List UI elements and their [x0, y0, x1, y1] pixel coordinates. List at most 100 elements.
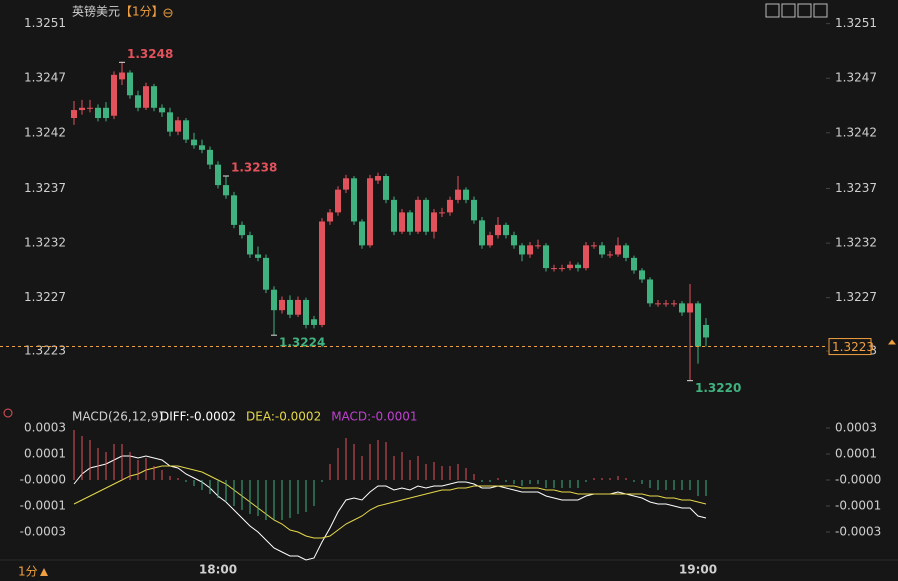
y-tick-label: 1.3251 — [24, 16, 66, 30]
candle-body — [543, 245, 549, 269]
y-tick-label: 0.0003 — [24, 421, 66, 435]
y-tick-label: 1.3227 — [835, 290, 877, 304]
tool-button[interactable] — [813, 3, 828, 18]
y-tick-label: 1.3242 — [835, 125, 877, 139]
candle-body — [447, 199, 453, 213]
candle-body — [231, 195, 237, 225]
candle-body — [87, 107, 93, 109]
candle-body — [71, 110, 77, 119]
candle-body — [535, 245, 541, 247]
period-arrow — [40, 568, 48, 576]
period-switch[interactable]: 1分 — [18, 565, 38, 579]
candle-body — [495, 224, 501, 236]
y-tick-label: 1.3247 — [835, 71, 877, 85]
period-label: 【1分】 — [120, 5, 164, 19]
candle-body — [95, 107, 101, 119]
candle-body — [695, 303, 701, 347]
y-tick-label: -0.0001 — [20, 499, 66, 513]
candle-body — [679, 303, 685, 313]
candle-body — [503, 224, 509, 236]
candle-body — [567, 264, 573, 269]
candle-body — [167, 112, 173, 132]
candle-body — [439, 212, 445, 214]
candle-body — [583, 245, 589, 269]
y-tick-label: -0.0003 — [835, 525, 881, 539]
candle-body — [271, 289, 277, 311]
candle-body — [687, 303, 693, 313]
candle-body — [303, 299, 309, 325]
legend-entry: DIFF:-0.0002 — [160, 410, 236, 424]
candle-body — [511, 235, 517, 246]
candle-body — [663, 303, 669, 305]
candle-body — [575, 264, 581, 269]
candle-body — [319, 221, 325, 325]
candle-body — [247, 235, 253, 255]
candle-body — [423, 199, 429, 232]
candle-body — [359, 221, 365, 246]
indicator-title: MACD(26,12,9) — [72, 410, 163, 424]
y-tick-label: 0.0001 — [24, 447, 66, 461]
tool-button[interactable] — [765, 3, 780, 18]
candle-body — [255, 254, 261, 258]
indicator-icon[interactable] — [3, 408, 13, 418]
candle-body — [407, 212, 413, 232]
legend-entry: MACD:-0.0001 — [331, 410, 417, 424]
candle-body — [103, 107, 109, 119]
extreme-label: 1.3238 — [231, 161, 277, 175]
tool-button[interactable] — [797, 3, 812, 18]
candle-body — [151, 86, 157, 108]
settings-icon[interactable] — [163, 8, 173, 18]
y-tick-label: 1.3237 — [835, 181, 877, 195]
candle-body — [631, 257, 637, 271]
x-tick-label: 18:00 — [199, 563, 237, 577]
candle-body — [239, 224, 245, 236]
candle-body — [607, 254, 613, 256]
y-tick-label: 1.3227 — [24, 290, 66, 304]
candle-body — [519, 245, 525, 255]
candle-body — [127, 72, 133, 96]
candle-body — [79, 107, 85, 111]
y-tick-label: 1.3242 — [24, 125, 66, 139]
candle-body — [159, 107, 165, 113]
y-tick-label: 0.0001 — [835, 447, 877, 461]
candle-body — [351, 178, 357, 222]
candle-body — [655, 303, 661, 305]
y-tick-label: 0.0003 — [835, 421, 877, 435]
candle-body — [551, 268, 557, 270]
candle-body — [143, 86, 149, 108]
candle-body — [479, 220, 485, 246]
toolbar — [765, 3, 828, 18]
tool-button[interactable] — [781, 3, 796, 18]
y-tick-label: 1.3232 — [24, 236, 66, 250]
last-price-label: 1.3223 — [832, 340, 874, 354]
candle-body — [559, 268, 565, 270]
extreme-label: 1.3220 — [695, 381, 741, 395]
candle-body — [335, 189, 341, 213]
candle-body — [367, 178, 373, 246]
candle-body — [671, 303, 677, 305]
candle-body — [207, 149, 213, 165]
candle-body — [263, 257, 269, 290]
y-tick-label: 1.3237 — [24, 181, 66, 195]
candle-body — [647, 279, 653, 304]
candle-body — [343, 178, 349, 190]
candle-body — [111, 74, 117, 116]
candle-body — [399, 212, 405, 232]
y-tick-label: 1.3223 — [24, 344, 66, 358]
y-tick-label: -0.0003 — [20, 525, 66, 539]
extreme-label: 1.3224 — [279, 336, 325, 350]
y-tick-label: 1.3251 — [835, 16, 877, 30]
candle-body — [135, 95, 141, 108]
candle-body — [327, 212, 333, 222]
candle-body — [703, 324, 709, 338]
last-price-box — [828, 338, 872, 356]
y-tick-label: 1.3247 — [24, 71, 66, 85]
candle-body — [599, 245, 605, 255]
extreme-label: 1.3248 — [127, 47, 173, 61]
candle-body — [527, 245, 533, 255]
y-tick-label: -0.0001 — [835, 499, 881, 513]
candle-body — [415, 199, 421, 232]
candle-body — [623, 245, 629, 258]
